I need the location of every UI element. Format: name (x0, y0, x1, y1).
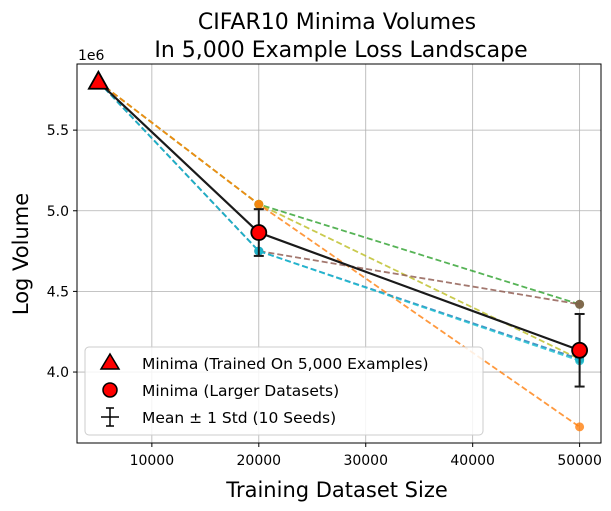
legend-label-trained: Minima (Trained On 5,000 Examples) (142, 355, 429, 373)
y-offset-label: 1e6 (78, 48, 105, 64)
y-tick-label-1: 4.5 (47, 284, 69, 300)
minima-markers (87, 69, 589, 359)
mean-line-path (97, 80, 580, 352)
legend-triangle-icon (99, 352, 121, 370)
x-tick-label-1: 20000 (237, 453, 282, 469)
seed-line-2 (97, 81, 581, 360)
legend-label-larger: Minima (Larger Datasets) (142, 382, 339, 400)
seed-line-5 (97, 81, 580, 360)
x-tick-label-4: 50000 (557, 453, 602, 469)
seed-point-4-2 (575, 299, 585, 309)
y-tick-label-2: 5.0 (47, 204, 69, 220)
seed-line-1 (97, 81, 580, 306)
x-tick-label-0: 10000 (130, 453, 175, 469)
legend-circle-icon (102, 382, 118, 398)
y-axis-title: Log Volume (9, 193, 33, 315)
trained-minima-marker (87, 69, 110, 90)
y-tick-label-0: 4.0 (47, 365, 69, 381)
x-axis-title: Training Dataset Size (225, 478, 448, 502)
legend-label-mean: Mean ± 1 Std (10 Seeds) (142, 409, 336, 427)
seed-point-3-1 (254, 199, 264, 209)
legend: Minima (Trained On 5,000 Examples) Minim… (84, 346, 484, 436)
x-tick-label-2: 30000 (343, 453, 388, 469)
plot-frame (76, 63, 602, 444)
mean-line (97, 80, 585, 388)
larger-minima-marker-1 (571, 341, 589, 359)
chart-title-line-2: In 5,000 Example Loss Landscape (154, 38, 527, 63)
seed-line-6 (97, 81, 580, 362)
seed-point-3-2 (575, 422, 585, 432)
seed-line-4 (97, 81, 580, 306)
chart-title-line-1: CIFAR10 Minima Volumes (198, 10, 476, 35)
x-tick-label-3: 40000 (450, 453, 495, 469)
larger-minima-marker-0 (250, 224, 268, 241)
y-tick-label-3: 5.5 (47, 123, 69, 139)
axis-ticks: 10000 20000 30000 40000 50000 4.0 4.5 5.0 5.5 (47, 123, 602, 469)
legend-box (84, 346, 484, 436)
legend-errorbar-icon (101, 407, 119, 427)
